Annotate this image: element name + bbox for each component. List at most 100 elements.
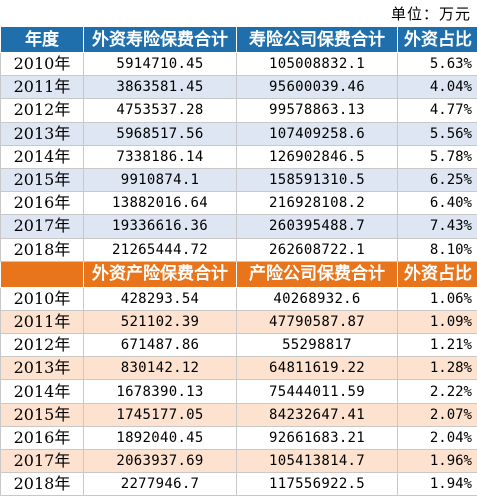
property-share-cell[interactable]: 1.21% xyxy=(398,334,477,357)
property-header-foreign[interactable]: 外资产险保费合计 xyxy=(84,261,237,287)
life-share-cell[interactable]: 5.78% xyxy=(398,145,477,168)
life-year-cell[interactable]: 2012年 xyxy=(1,99,84,122)
life-foreign-premium-cell[interactable]: 13882016.64 xyxy=(84,192,237,215)
property-foreign-premium-cell[interactable]: 521102.39 xyxy=(84,310,237,333)
property-share-cell[interactable]: 1.96% xyxy=(398,450,477,473)
life-total-premium-cell[interactable]: 262608722.1 xyxy=(237,238,398,261)
property-year-cell[interactable]: 2013年 xyxy=(1,357,84,380)
life-year-cell[interactable]: 2018年 xyxy=(1,238,84,261)
life-share-cell[interactable]: 6.25% xyxy=(398,168,477,191)
property-header-share[interactable]: 外资占比 xyxy=(398,261,477,287)
life-total-premium-cell[interactable]: 216928108.2 xyxy=(237,192,398,215)
property-foreign-premium-cell[interactable]: 428293.54 xyxy=(84,287,237,310)
life-foreign-premium-cell[interactable]: 3863581.45 xyxy=(84,76,237,99)
property-share-cell[interactable]: 2.04% xyxy=(398,426,477,449)
property-total-premium-cell[interactable]: 64811619.22 xyxy=(237,357,398,380)
property-foreign-premium-cell[interactable]: 1745177.05 xyxy=(84,403,237,426)
property-share-cell[interactable]: 1.09% xyxy=(398,310,477,333)
property-year-cell[interactable]: 2016年 xyxy=(1,426,84,449)
life-total-premium-cell[interactable]: 158591310.5 xyxy=(237,168,398,191)
life-header-year[interactable]: 年度 xyxy=(1,27,84,53)
life-header-row: 年度 外资寿险保费合计 寿险公司保费合计 外资占比 xyxy=(1,27,477,53)
life-header-share[interactable]: 外资占比 xyxy=(398,27,477,53)
property-year-cell[interactable]: 2010年 xyxy=(1,287,84,310)
life-header-foreign[interactable]: 外资寿险保费合计 xyxy=(84,27,237,53)
property-total-premium-cell[interactable]: 55298817 xyxy=(237,334,398,357)
life-total-premium-cell[interactable]: 105008832.1 xyxy=(237,53,398,76)
property-year-cell[interactable]: 2018年 xyxy=(1,473,84,496)
property-share-cell[interactable]: 1.28% xyxy=(398,357,477,380)
life-year-cell[interactable]: 2014年 xyxy=(1,145,84,168)
life-foreign-premium-cell[interactable]: 4753537.28 xyxy=(84,99,237,122)
property-foreign-premium-cell[interactable]: 1892040.45 xyxy=(84,426,237,449)
life-year-cell[interactable]: 2013年 xyxy=(1,122,84,145)
property-year-cell[interactable]: 2011年 xyxy=(1,310,84,333)
property-share-cell[interactable]: 1.06% xyxy=(398,287,477,310)
life-foreign-premium-cell[interactable]: 5968517.56 xyxy=(84,122,237,145)
life-foreign-premium-cell[interactable]: 19336616.36 xyxy=(84,215,237,238)
property-year-cell[interactable]: 2015年 xyxy=(1,403,84,426)
property-foreign-premium-cell[interactable]: 2063937.69 xyxy=(84,450,237,473)
life-year-cell[interactable]: 2011年 xyxy=(1,76,84,99)
life-share-cell[interactable]: 4.04% xyxy=(398,76,477,99)
unit-label: 单位：万元 xyxy=(391,3,471,24)
property-share-cell[interactable]: 2.22% xyxy=(398,380,477,403)
property-total-premium-cell[interactable]: 117556922.5 xyxy=(237,473,398,496)
life-share-cell[interactable]: 5.56% xyxy=(398,122,477,145)
life-share-cell[interactable]: 7.43% xyxy=(398,215,477,238)
property-foreign-premium-cell[interactable]: 671487.86 xyxy=(84,334,237,357)
life-foreign-premium-cell[interactable]: 9910874.1 xyxy=(84,168,237,191)
property-total-premium-cell[interactable]: 75444011.59 xyxy=(237,380,398,403)
life-share-cell[interactable]: 5.63% xyxy=(398,53,477,76)
property-total-premium-cell[interactable]: 92661683.21 xyxy=(237,426,398,449)
property-foreign-premium-cell[interactable]: 2277946.7 xyxy=(84,473,237,496)
property-share-cell[interactable]: 1.94% xyxy=(398,473,477,496)
property-total-premium-cell[interactable]: 84232647.41 xyxy=(237,403,398,426)
life-total-premium-cell[interactable]: 99578863.13 xyxy=(237,99,398,122)
life-total-premium-cell[interactable]: 95600039.46 xyxy=(237,76,398,99)
property-foreign-premium-cell[interactable]: 830142.12 xyxy=(84,357,237,380)
property-year-cell[interactable]: 2012年 xyxy=(1,334,84,357)
life-foreign-premium-cell[interactable]: 21265444.72 xyxy=(84,238,237,261)
property-header-year[interactable] xyxy=(1,261,84,287)
property-foreign-premium-cell[interactable]: 1678390.13 xyxy=(84,380,237,403)
life-year-cell[interactable]: 2015年 xyxy=(1,168,84,191)
life-share-cell[interactable]: 8.10% xyxy=(398,238,477,261)
life-share-cell[interactable]: 4.77% xyxy=(398,99,477,122)
life-header-total[interactable]: 寿险公司保费合计 xyxy=(237,27,398,53)
property-total-premium-cell[interactable]: 40268932.6 xyxy=(237,287,398,310)
property-year-cell[interactable]: 2017年 xyxy=(1,450,84,473)
life-year-cell[interactable]: 2017年 xyxy=(1,215,84,238)
life-total-premium-cell[interactable]: 260395488.7 xyxy=(237,215,398,238)
property-year-cell[interactable]: 2014年 xyxy=(1,380,84,403)
property-share-cell[interactable]: 2.07% xyxy=(398,403,477,426)
property-total-premium-cell[interactable]: 47790587.87 xyxy=(237,310,398,333)
property-total-premium-cell[interactable]: 105413814.7 xyxy=(237,450,398,473)
life-share-cell[interactable]: 6.40% xyxy=(398,192,477,215)
unit-row: 单位：万元 xyxy=(0,0,477,26)
life-foreign-premium-cell[interactable]: 5914710.45 xyxy=(84,53,237,76)
life-year-cell[interactable]: 2010年 xyxy=(1,53,84,76)
life-total-premium-cell[interactable]: 107409258.6 xyxy=(237,122,398,145)
life-year-cell[interactable]: 2016年 xyxy=(1,192,84,215)
property-header-total[interactable]: 产险公司保费合计 xyxy=(237,261,398,287)
life-foreign-premium-cell[interactable]: 7338186.14 xyxy=(84,145,237,168)
life-total-premium-cell[interactable]: 126902846.5 xyxy=(237,145,398,168)
